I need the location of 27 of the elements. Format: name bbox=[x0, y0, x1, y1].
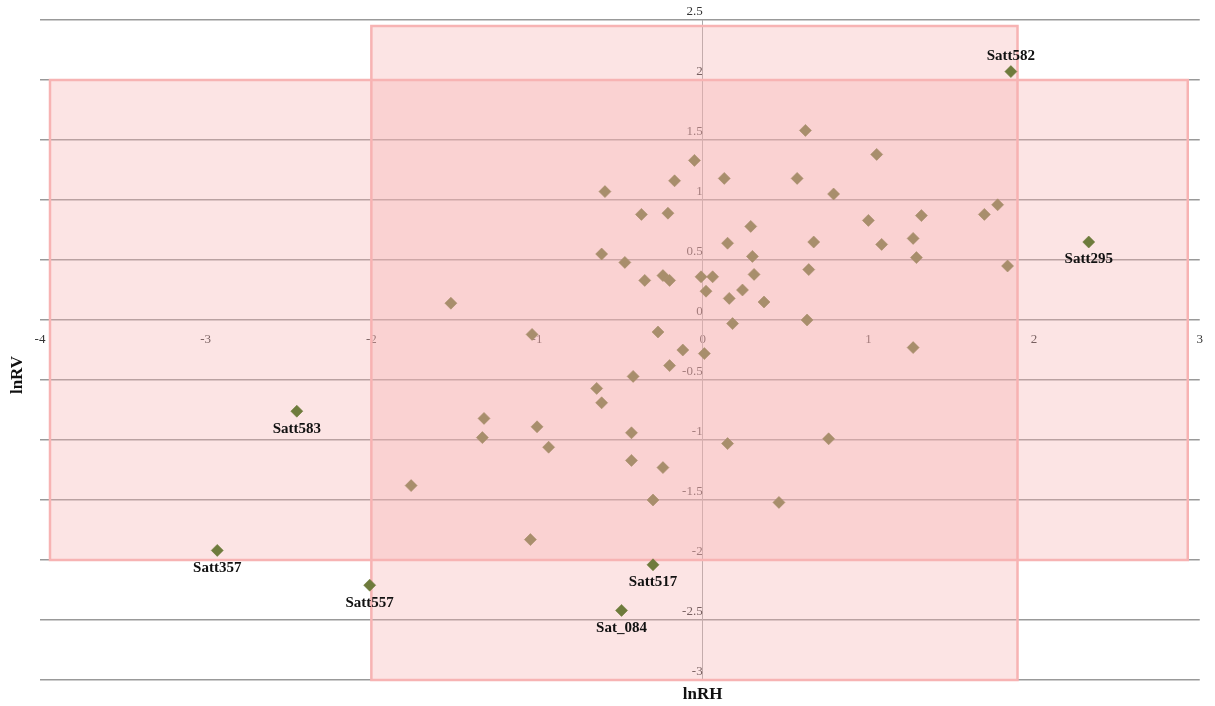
x-tick-label: 1 bbox=[865, 331, 872, 347]
annotation: Satt517 bbox=[628, 573, 678, 590]
annotation: Satt557 bbox=[345, 593, 395, 610]
y-tick-label: -2.5 bbox=[682, 603, 703, 619]
x-tick-label: -4 bbox=[34, 331, 46, 347]
y-tick-label: -2 bbox=[691, 543, 703, 559]
y-tick-label: 1.5 bbox=[686, 123, 703, 139]
y-axis-title: lnRV bbox=[7, 355, 27, 395]
annotation: Sat_084 bbox=[596, 618, 648, 635]
annotation: Satt582 bbox=[986, 46, 1036, 63]
annotation: Satt295 bbox=[1064, 250, 1113, 267]
x-tick-label: -1 bbox=[531, 331, 543, 347]
y-tick-label: -0.5 bbox=[682, 363, 703, 379]
y-tick-label: -1.5 bbox=[682, 483, 703, 499]
y-tick-label: 2 bbox=[696, 63, 703, 79]
y-tick-label: 0 bbox=[696, 303, 703, 319]
x-tick-label: 3 bbox=[1196, 331, 1203, 347]
annotation: Satt583 bbox=[272, 419, 321, 436]
x-tick-label: -3 bbox=[200, 331, 212, 347]
y-tick-label: 2.5 bbox=[686, 3, 703, 19]
y-tick-label: 1 bbox=[696, 183, 703, 199]
x-axis-title: lnRH bbox=[682, 684, 723, 704]
y-tick-label: -3 bbox=[691, 663, 703, 679]
y-tick-label: 0.5 bbox=[686, 243, 703, 259]
x-tick-label: 2 bbox=[1030, 331, 1038, 347]
y-tick-label: -1 bbox=[691, 423, 703, 439]
annotation: Satt357 bbox=[193, 558, 242, 575]
